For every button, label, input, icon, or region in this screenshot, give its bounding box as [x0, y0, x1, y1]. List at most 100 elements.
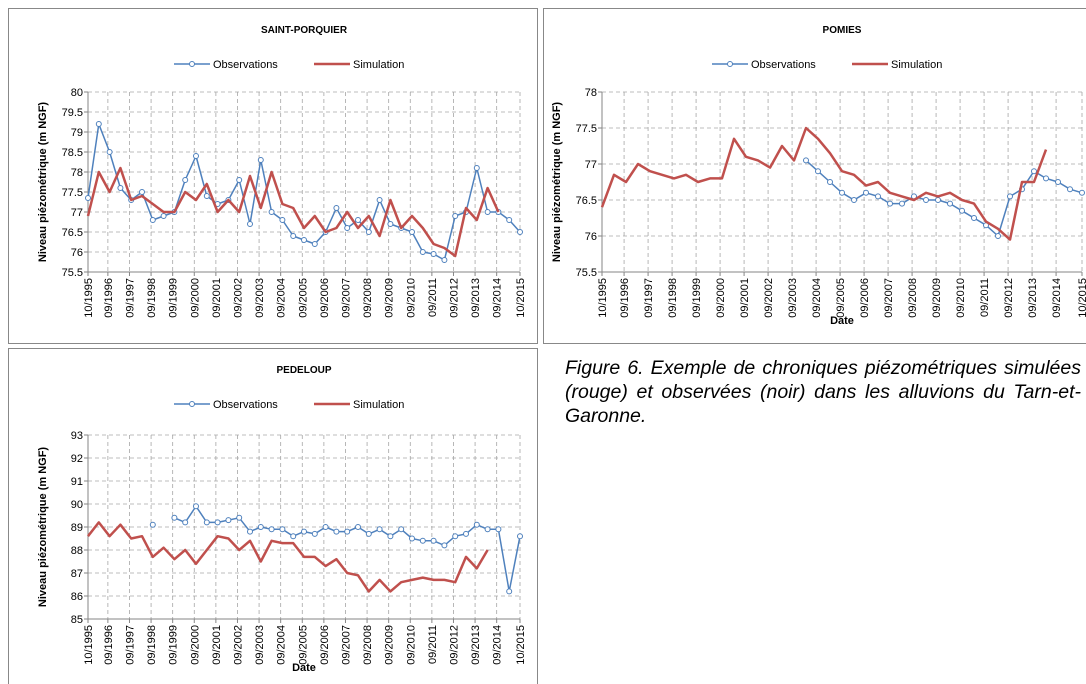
- data-point: [851, 197, 857, 203]
- chart-frame: [543, 8, 1086, 344]
- data-point: [376, 526, 383, 533]
- x-tick-label: 09/2011: [427, 625, 439, 664]
- x-tick-label: 09/1998: [667, 278, 679, 318]
- caption: Figure 6. Exemple de chroniques piézomét…: [565, 357, 1081, 427]
- x-tick-label: 09/1999: [168, 278, 180, 318]
- x-tick-label: 10/1995: [83, 625, 95, 665]
- data-point: [139, 189, 145, 195]
- data-point: [935, 197, 941, 203]
- x-tick-label: 09/2007: [883, 278, 895, 318]
- data-point: [236, 514, 243, 521]
- y-tick-label: 86: [71, 591, 83, 603]
- data-point: [106, 149, 113, 155]
- x-tick-label: 09/2009: [384, 625, 396, 665]
- x-tick-label: 09/2005: [297, 625, 309, 665]
- data-point: [214, 519, 221, 526]
- data-point: [387, 533, 394, 540]
- x-tick-label: 10/2015: [1077, 278, 1086, 318]
- data-point: [301, 237, 307, 243]
- x-tick-label: 09/2012: [448, 278, 460, 318]
- data-point: [257, 524, 264, 530]
- data-point: [419, 249, 426, 255]
- data-point: [875, 193, 881, 200]
- data-point: [355, 524, 361, 530]
- data-point: [1055, 179, 1061, 185]
- data-point: [182, 519, 189, 526]
- data-point: [365, 530, 372, 537]
- y-tick-label: 78.5: [62, 147, 83, 159]
- data-point: [203, 519, 210, 526]
- x-tick-label: 09/2014: [492, 625, 504, 665]
- data-point: [85, 195, 91, 201]
- x-tick-label: 09/2011: [979, 278, 991, 317]
- data-point: [149, 217, 156, 223]
- x-tick-label: 09/1996: [103, 625, 115, 665]
- data-point: [1079, 189, 1085, 196]
- x-tick-label: 09/2003: [254, 278, 266, 318]
- y-tick-label: 93: [71, 430, 83, 442]
- legend-label: Observations: [213, 59, 278, 71]
- x-tick-label: 09/2013: [470, 625, 482, 665]
- x-tick-label: 09/2011: [427, 278, 439, 317]
- y-axis-label: Niveau piézométrique (m NGF): [551, 102, 563, 262]
- data-point: [995, 233, 1001, 239]
- x-tick-label: 09/2002: [763, 278, 775, 318]
- data-point: [430, 251, 437, 257]
- legend-marker: [189, 61, 195, 67]
- chart: SAINT-PORQUIER 75.5 76 76.5 77 77.5 78 78.5 79 79…: [8, 8, 538, 344]
- data-point: [322, 524, 329, 530]
- data-point: [506, 588, 513, 595]
- data-point: [517, 229, 523, 235]
- y-tick-label: 80: [71, 87, 83, 99]
- x-tick-label: 09/2010: [955, 278, 967, 318]
- data-point: [247, 221, 253, 227]
- x-tick-label: 09/2010: [405, 278, 417, 318]
- chart: POMIES 75.5 76 76.5 77 77.5 78 10/1995 09/1996 09…: [543, 8, 1086, 344]
- x-tick-label: 09/2005: [297, 278, 309, 318]
- data-point: [268, 526, 275, 533]
- legend-label: Simulation: [353, 399, 404, 411]
- y-tick-label: 88: [71, 545, 83, 557]
- x-tick-label: 09/2008: [907, 278, 919, 318]
- y-tick-label: 76.5: [62, 227, 83, 239]
- data-point: [279, 526, 286, 533]
- data-point: [1043, 175, 1049, 182]
- data-point: [473, 521, 480, 528]
- data-point: [193, 153, 199, 159]
- data-point: [279, 217, 286, 223]
- x-tick-label: 09/2004: [276, 278, 288, 318]
- data-point: [311, 530, 318, 537]
- x-tick-label: 09/2000: [715, 278, 727, 318]
- x-tick-label: 09/1997: [124, 625, 136, 665]
- data-point: [160, 213, 167, 219]
- data-point: [257, 157, 264, 163]
- y-tick-label: 77.5: [576, 123, 597, 135]
- y-tick-label: 76: [71, 247, 83, 259]
- data-point: [815, 168, 821, 175]
- x-tick-label: 09/2009: [931, 278, 943, 318]
- data-point: [959, 207, 965, 214]
- x-tick-label: 09/2003: [787, 278, 799, 318]
- x-tick-label: 09/2001: [211, 278, 223, 318]
- data-point: [193, 503, 199, 510]
- x-tick-label: 09/2007: [340, 625, 352, 665]
- data-point: [290, 533, 297, 540]
- data-point: [419, 537, 426, 544]
- x-tick-label: 09/1996: [103, 278, 115, 318]
- y-tick-label: 78: [585, 87, 597, 99]
- data-point: [344, 225, 351, 231]
- x-tick-label: 09/2012: [448, 625, 460, 665]
- data-point: [452, 213, 459, 219]
- series-line: [86, 166, 500, 258]
- data-point: [333, 528, 340, 535]
- chart-title: POMIES: [823, 25, 862, 36]
- data-point: [409, 229, 415, 235]
- data-point: [268, 209, 275, 215]
- x-tick-label: 09/2008: [362, 625, 374, 665]
- data-point: [441, 257, 448, 263]
- x-tick-label: 09/1997: [643, 278, 655, 318]
- legend-marker: [189, 401, 195, 407]
- x-tick-label: 09/2013: [470, 278, 482, 318]
- y-tick-label: 76.5: [576, 195, 597, 207]
